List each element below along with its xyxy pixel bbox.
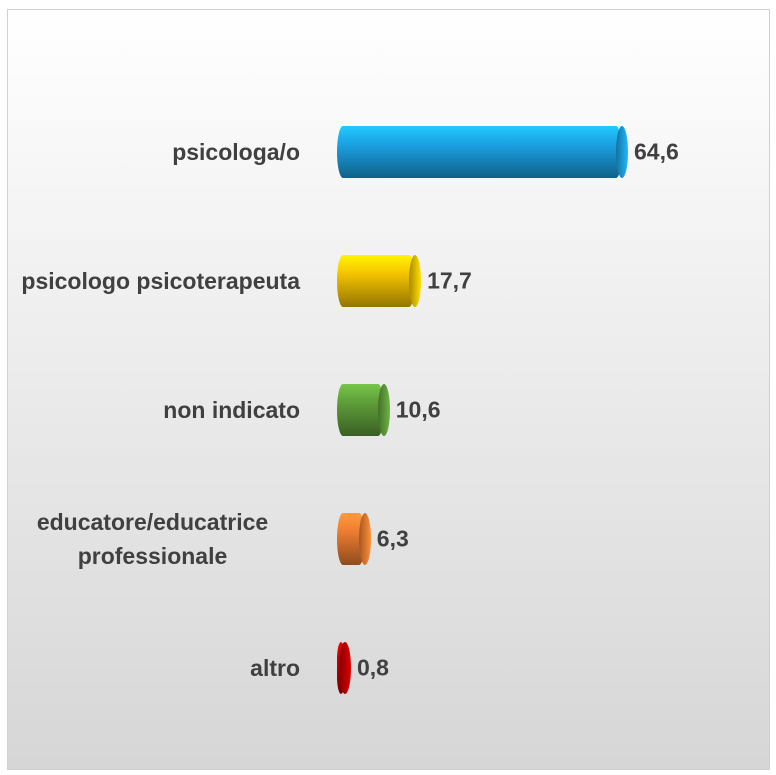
category-text: altro — [250, 655, 300, 681]
value-label: 6,3 — [376, 525, 409, 552]
bar-cap — [358, 513, 371, 565]
bar — [337, 126, 628, 178]
category-label: altro — [0, 651, 300, 685]
bar-cap — [616, 126, 628, 178]
category-label: non indicato — [0, 393, 300, 427]
value-label: 64,6 — [634, 138, 679, 165]
category-label: educatore/educatrice professionale — [0, 505, 300, 573]
category-text: non indicato — [163, 397, 300, 423]
value-label: 17,7 — [427, 267, 472, 294]
bar-cap — [339, 642, 351, 694]
category-label: psicologa/o — [0, 135, 300, 169]
bar — [337, 513, 371, 565]
bar-cap — [377, 384, 390, 436]
value-label: 0,8 — [357, 654, 389, 681]
bar — [337, 642, 351, 694]
category-text: educatore/educatrice professionale — [36, 509, 269, 569]
category-text: psicologo psicoterapeuta — [21, 268, 300, 294]
bar — [337, 255, 422, 307]
bar-cap — [409, 255, 422, 307]
category-text: psicologa/o — [172, 139, 300, 165]
category-label: psicologo psicoterapeuta — [0, 264, 300, 298]
bar — [337, 384, 390, 436]
value-label: 10,6 — [395, 396, 441, 423]
